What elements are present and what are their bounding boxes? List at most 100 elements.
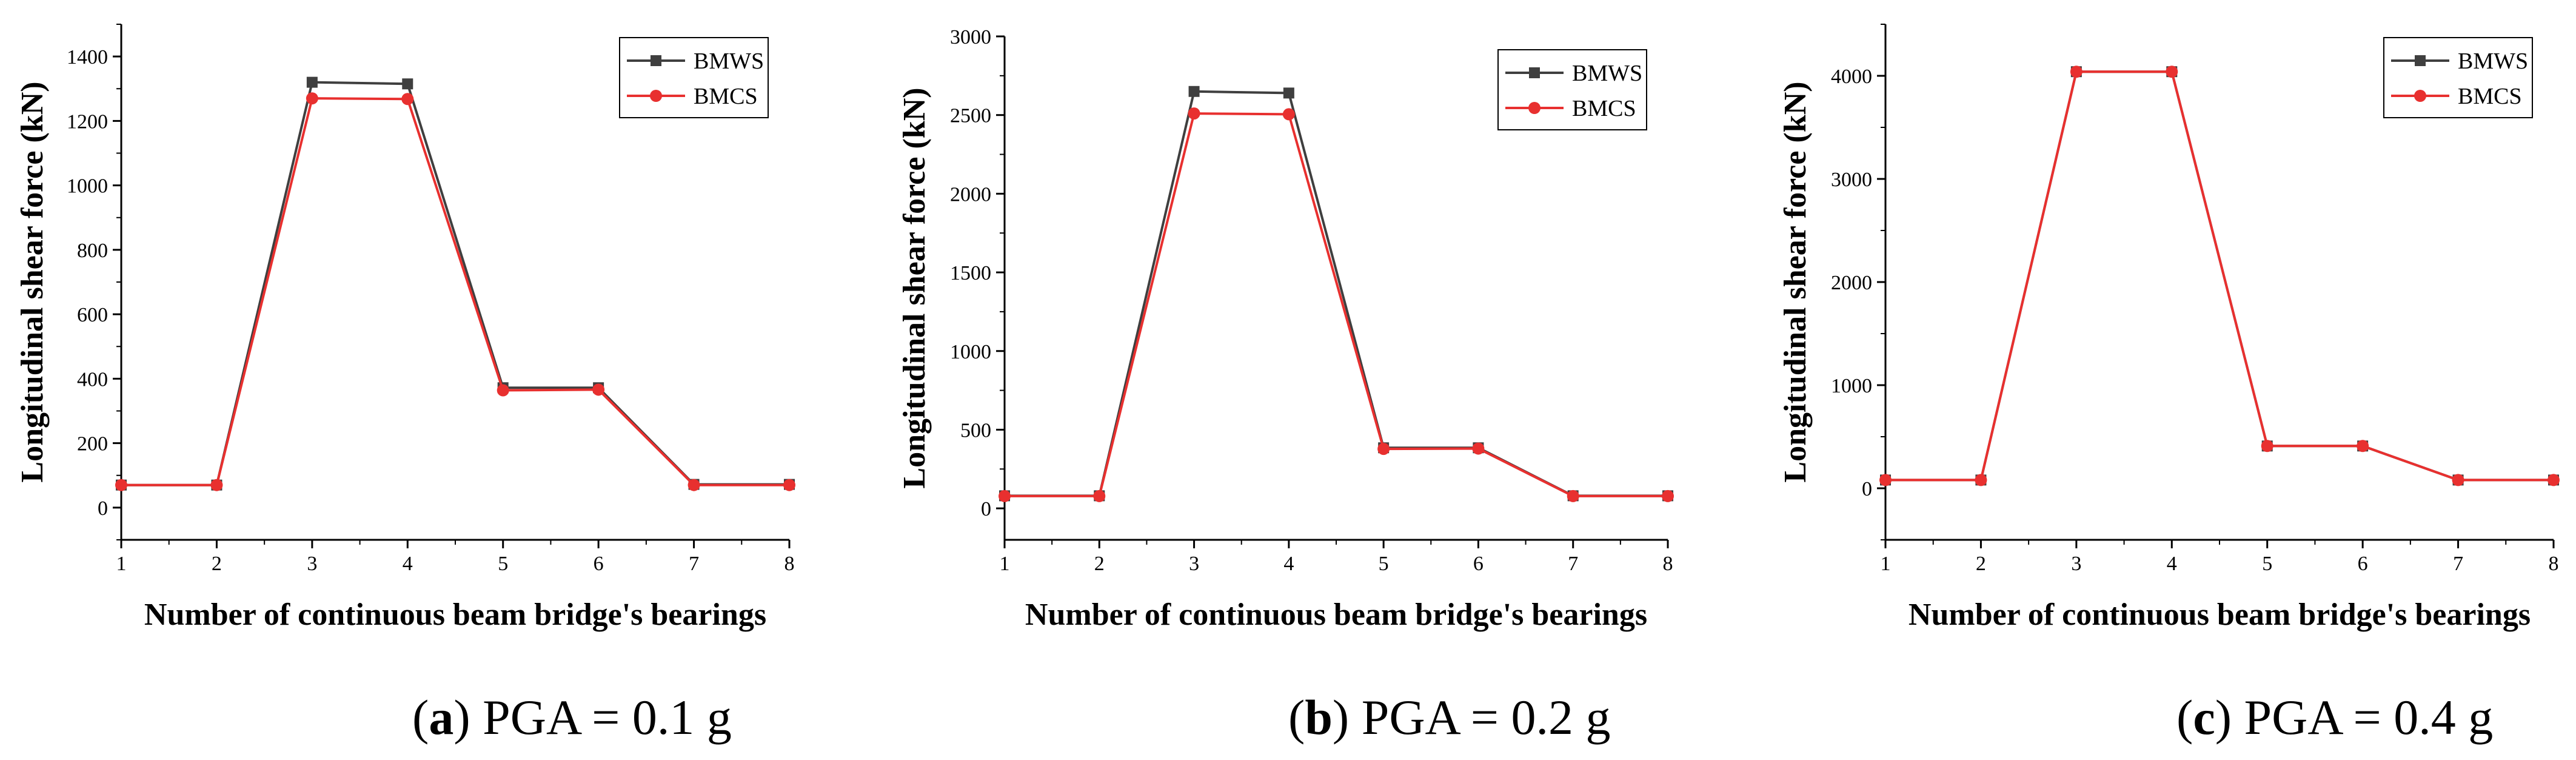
y-tick-label: 500 <box>960 419 991 442</box>
data-point-bmcs <box>2548 474 2560 486</box>
y-tick-label: 3000 <box>1831 169 1872 191</box>
x-tick-label: 6 <box>2358 553 2368 575</box>
legend-box <box>2383 37 2533 118</box>
x-tick-label: 8 <box>785 553 795 575</box>
data-point-bmcs <box>115 479 127 491</box>
data-point-bmcs <box>1188 107 1200 120</box>
data-point-bmws <box>1188 86 1200 97</box>
legend-marker-bmws <box>1529 67 1540 78</box>
data-point-bmcs <box>1472 442 1485 455</box>
y-tick-label: 400 <box>77 368 108 391</box>
y-tick-label: 800 <box>77 240 108 262</box>
x-tick-label: 1 <box>116 553 127 575</box>
series-line-bmws <box>1005 90 1668 497</box>
data-point-bmcs <box>1975 474 1987 486</box>
y-tick-label: 4000 <box>1831 66 1872 88</box>
data-point-bmcs <box>1879 474 1892 486</box>
chart-panel-c: 0 1000 2000 3000 4000 1 2 3 4 5 6 7 8 Number of conti… <box>1778 24 2560 745</box>
x-tick-label: 1 <box>1881 553 1891 575</box>
y-tick-label: 600 <box>77 304 108 326</box>
y-tick-label: 0 <box>1862 478 1872 500</box>
legend-marker-bmws <box>651 55 661 66</box>
data-point-bmws <box>306 76 318 88</box>
y-tick-label: 0 <box>98 497 108 520</box>
legend: BMWS BMCS <box>2383 37 2533 118</box>
panel-caption: (c) PGA = 0.4 g <box>2176 690 2493 745</box>
legend-marker-bmws <box>2415 55 2426 66</box>
y-axis-title: Longitudinal shear force (kN) <box>897 87 932 488</box>
legend-label-bmcs: BMCS <box>694 84 758 109</box>
panel-caption: (b) PGA = 0.2 g <box>1288 690 1611 745</box>
chart-panel-a: 0 200 400 600 800 1000 1200 1400 1 2 3 4 5 6 7 8 Number … <box>15 24 795 745</box>
x-tick-label: 8 <box>2549 553 2559 575</box>
x-tick-label: 7 <box>689 553 699 575</box>
panel-caption: (a) PGA = 0.1 g <box>412 690 732 745</box>
x-tick-label: 7 <box>2453 553 2463 575</box>
data-point-bmcs <box>687 479 700 491</box>
y-tick-label: 2500 <box>950 105 991 127</box>
y-tick-label: 1400 <box>67 46 108 69</box>
x-tick-label: 6 <box>1473 553 1484 575</box>
x-tick-label: 3 <box>2071 553 2081 575</box>
legend-label-bmcs: BMCS <box>2458 84 2522 109</box>
legend-box <box>1497 49 1647 130</box>
x-tick-label: 1 <box>1000 553 1010 575</box>
data-point-bmws <box>402 78 413 90</box>
x-tick-label: 2 <box>1094 553 1105 575</box>
y-axis-title: Longitudinal shear force (kN) <box>1778 81 1813 482</box>
y-tick-label: 3000 <box>950 26 991 49</box>
legend-marker-bmcs <box>650 90 662 102</box>
y-tick-label: 2000 <box>950 183 991 206</box>
legend-marker-bmcs <box>2414 90 2426 102</box>
x-tick-label: 4 <box>1283 553 1294 575</box>
y-tick-label: 200 <box>77 433 108 456</box>
legend-box <box>619 37 769 118</box>
x-axis-title: Number of continuous beam bridge's beari… <box>1025 597 1647 632</box>
data-point-bmcs <box>306 92 318 105</box>
series-line-bmws <box>121 81 789 486</box>
legend: BMWS BMCS <box>1497 49 1647 130</box>
x-axis-title: Number of continuous beam bridge's beari… <box>1909 597 2531 632</box>
data-point-bmcs <box>210 479 223 491</box>
data-point-bmcs <box>2452 474 2464 486</box>
data-point-bmcs <box>783 479 795 491</box>
data-point-bmcs <box>2070 66 2083 78</box>
series-line-bmws <box>1885 70 2554 482</box>
x-tick-label: 8 <box>1663 553 1673 575</box>
x-tick-label: 6 <box>594 553 604 575</box>
data-point-bmws <box>1283 87 1294 99</box>
data-point-bmcs <box>2166 66 2178 78</box>
data-point-bmcs <box>497 384 509 397</box>
data-point-bmcs <box>1093 489 1106 502</box>
y-tick-label: 1500 <box>950 262 991 284</box>
series-line-bmcs <box>121 97 789 486</box>
data-point-bmcs <box>1662 489 1674 502</box>
y-tick-label: 1000 <box>1831 375 1872 397</box>
x-tick-label: 5 <box>2262 553 2272 575</box>
x-tick-label: 4 <box>2167 553 2177 575</box>
x-tick-label: 5 <box>498 553 508 575</box>
data-point-bmcs <box>1282 108 1295 121</box>
data-point-bmcs <box>401 93 414 106</box>
data-point-bmcs <box>1567 489 1579 502</box>
x-tick-label: 2 <box>1976 553 1986 575</box>
legend-label-bmws: BMWS <box>1572 61 1642 86</box>
data-point-bmcs <box>1377 443 1390 456</box>
data-point-bmcs <box>592 383 605 396</box>
data-point-bmcs <box>999 489 1011 502</box>
y-tick-label: 0 <box>981 498 991 520</box>
legend: BMWS BMCS <box>619 37 769 118</box>
legend-label-bmws: BMWS <box>694 49 764 74</box>
data-point-bmcs <box>2261 440 2273 452</box>
y-tick-label: 2000 <box>1831 272 1872 294</box>
x-tick-label: 3 <box>1189 553 1199 575</box>
x-tick-label: 4 <box>403 553 413 575</box>
x-axis-title: Number of continuous beam bridge's beari… <box>144 597 766 632</box>
y-tick-label: 1000 <box>950 341 991 363</box>
x-tick-label: 5 <box>1379 553 1389 575</box>
y-tick-label: 1000 <box>67 175 108 198</box>
x-tick-label: 2 <box>212 553 222 575</box>
legend-marker-bmcs <box>1528 102 1541 114</box>
series-line-bmcs <box>1005 112 1668 497</box>
